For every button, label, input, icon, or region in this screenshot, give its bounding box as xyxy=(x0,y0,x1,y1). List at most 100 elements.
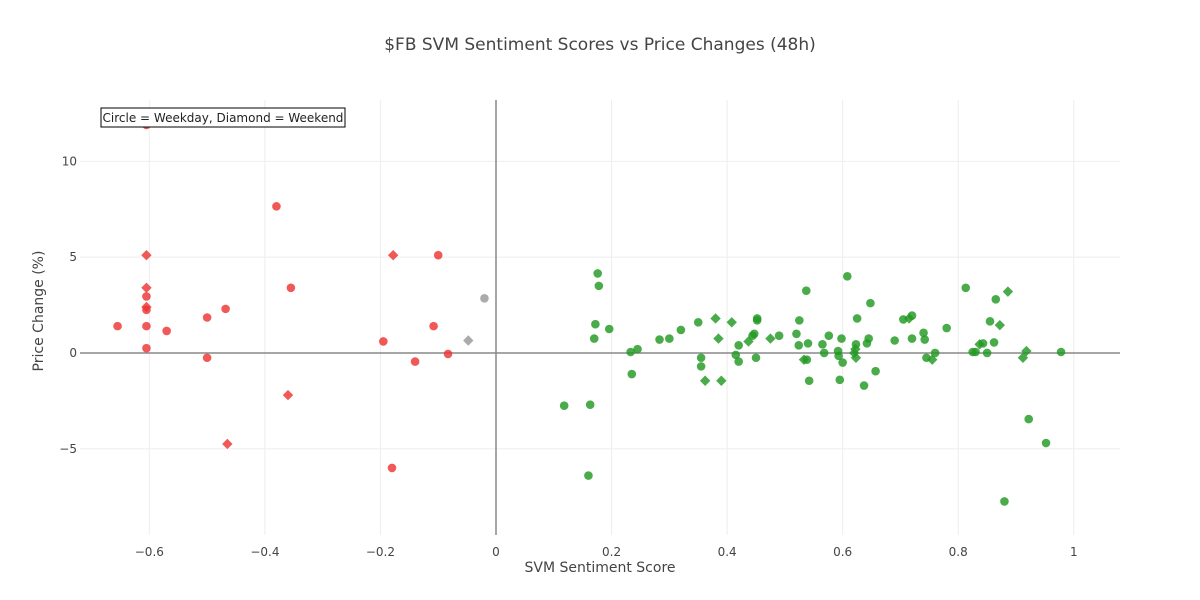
negative-weekend-point xyxy=(141,250,152,261)
x-tick-label: −0.6 xyxy=(135,545,164,559)
negative-weekday-point xyxy=(286,283,296,293)
positive-weekday-point xyxy=(665,334,674,343)
positive-weekday-point xyxy=(1024,414,1034,424)
x-tick-label: −0.2 xyxy=(366,545,395,559)
positive-weekday-point xyxy=(907,334,917,343)
y-tick-label: 10 xyxy=(62,154,77,168)
positive-weekday-point xyxy=(693,317,703,327)
negative-weekend-point xyxy=(282,389,294,401)
positive-weekday-point xyxy=(1041,438,1051,448)
negative-weekday-point xyxy=(379,337,388,346)
negative-weekday-point xyxy=(443,349,453,359)
negative-weekday-point xyxy=(142,321,151,331)
positive-weekday-point xyxy=(792,329,801,339)
positive-weekday-point xyxy=(801,286,811,295)
positive-weekday-point xyxy=(837,334,846,343)
positive-weekend-point xyxy=(850,352,862,363)
positive-weekday-point xyxy=(655,335,664,344)
chart-title: $FB SVM Sentiment Scores vs Price Change… xyxy=(384,35,816,55)
positive-weekday-point xyxy=(852,314,862,323)
positive-weekday-point xyxy=(818,340,827,349)
negative-weekend-point xyxy=(222,438,233,450)
annotation-border xyxy=(100,107,346,128)
y-tick-label: 0 xyxy=(69,346,77,360)
positive-weekday-point xyxy=(819,348,829,358)
positive-weekend-point xyxy=(710,313,721,324)
positive-weekday-point xyxy=(559,401,569,410)
positive-weekday-point xyxy=(1056,347,1066,357)
positive-weekday-point xyxy=(907,311,917,320)
positive-weekday-point xyxy=(851,340,861,349)
positive-weekday-point xyxy=(749,329,759,339)
positive-weekend-point xyxy=(927,354,938,365)
positive-weekend-point xyxy=(726,317,737,328)
positive-weekend-point xyxy=(1002,286,1014,297)
positive-weekday-point xyxy=(961,283,971,293)
positive-weekend-point xyxy=(765,333,776,344)
positive-weekday-point xyxy=(734,357,743,366)
y-axis-title: Price Change (%) xyxy=(31,251,47,372)
negative-weekday-point xyxy=(113,321,122,331)
positive-weekday-point xyxy=(593,269,602,278)
positive-weekday-point xyxy=(989,338,999,347)
positive-weekday-point xyxy=(866,298,875,308)
x-tick-label: 0.8 xyxy=(949,545,968,559)
positive-weekday-point xyxy=(585,400,595,409)
x-tick-label: 0.4 xyxy=(718,545,737,559)
positive-weekday-point xyxy=(919,328,928,338)
positive-weekday-point xyxy=(834,351,843,361)
positive-weekday-point xyxy=(991,294,1001,304)
positive-weekday-point xyxy=(859,381,869,390)
positive-weekday-point xyxy=(871,366,880,376)
positive-weekday-point xyxy=(627,369,637,379)
positive-weekday-point xyxy=(835,375,845,385)
negative-weekday-point xyxy=(429,321,438,331)
positive-weekday-point xyxy=(591,319,600,329)
zero-lines xyxy=(80,100,1120,535)
positive-weekday-point xyxy=(982,348,992,358)
y-tick-label: −5 xyxy=(59,442,77,456)
positive-weekend-point xyxy=(716,375,727,386)
positive-weekday-point xyxy=(752,314,762,323)
negative-weekday-point xyxy=(142,343,151,353)
positive-weekend-point xyxy=(1021,345,1032,357)
y-tick-labels: −5 0 5 10 xyxy=(59,154,77,455)
negative-weekday-point xyxy=(272,202,281,211)
negative-weekday-point xyxy=(433,250,443,260)
positive-weekday-point xyxy=(633,344,642,354)
negative-weekday-point xyxy=(387,463,397,473)
positive-weekend-point xyxy=(994,319,1006,331)
positive-weekend-point xyxy=(699,375,711,386)
positive-weekday-point xyxy=(676,325,686,335)
negative-weekday-point xyxy=(162,326,171,336)
annotation-text: Circle = Weekday, Diamond = Weekend xyxy=(103,111,344,125)
positive-weekday-point xyxy=(930,348,940,358)
positive-weekend-point xyxy=(713,333,724,344)
positive-weekday-point xyxy=(584,471,593,480)
positive-weekday-point xyxy=(696,362,706,371)
positive-weekday-point xyxy=(795,316,804,325)
negative-weekend-point xyxy=(141,282,152,293)
positive-weekday-point xyxy=(751,353,761,363)
annotation-box: Circle = Weekday, Diamond = Weekend xyxy=(100,107,346,128)
data-points xyxy=(113,120,1066,506)
positive-weekday-point xyxy=(794,340,804,350)
positive-weekday-point xyxy=(803,339,813,348)
positive-weekday-point xyxy=(838,358,847,367)
x-tick-label: 0 xyxy=(492,545,500,559)
positive-weekday-point xyxy=(734,340,743,350)
positive-weekday-point xyxy=(774,331,784,341)
neutral-weekend-point xyxy=(463,335,474,346)
y-tick-label: 5 xyxy=(69,250,77,264)
positive-weekday-point xyxy=(942,323,951,333)
positive-weekday-point xyxy=(890,336,899,345)
positive-weekday-point xyxy=(594,281,604,291)
x-tick-label: 0.6 xyxy=(833,545,852,559)
positive-weekday-point xyxy=(696,353,706,363)
positive-weekday-point xyxy=(985,317,995,326)
negative-weekday-point xyxy=(142,305,151,315)
positive-weekday-point xyxy=(971,347,980,357)
x-tick-label: 0.2 xyxy=(602,545,621,559)
